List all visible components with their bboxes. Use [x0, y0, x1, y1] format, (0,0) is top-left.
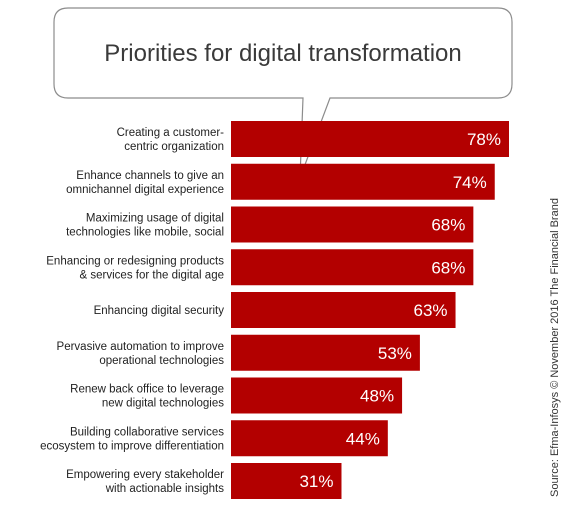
category-label: new digital technologies	[102, 398, 224, 410]
data-label: 74%	[453, 173, 487, 192]
bar	[231, 163, 495, 200]
category-label: operational technologies	[99, 355, 224, 367]
category-label: Maximizing usage of digital	[86, 213, 224, 225]
data-label: 78%	[467, 130, 501, 149]
category-label: Building collaborative services	[70, 426, 224, 438]
category-label: Creating a customer-	[117, 127, 225, 139]
category-labels: Creating a customer-centric organization…	[40, 127, 224, 495]
source-note: Source: Efma-Infosys © November 2016 The…	[549, 198, 561, 497]
data-label: 63%	[414, 301, 448, 320]
bar	[231, 249, 474, 286]
category-label: with actionable insights	[105, 483, 225, 495]
category-label: & services for the digital age	[80, 269, 224, 281]
category-label: Enhancing digital security	[94, 305, 225, 317]
data-label: 68%	[431, 258, 465, 277]
bars: 78% 74% 68% 68% 63% 53% 48% 44% 31%	[231, 121, 509, 499]
category-label: Pervasive automation to improve	[57, 341, 224, 353]
bar	[231, 334, 420, 371]
bar	[231, 420, 388, 457]
data-label: 68%	[431, 216, 465, 235]
category-label: Empowering every stakeholder	[66, 469, 224, 481]
category-label: technologies like mobile, social	[66, 227, 224, 239]
category-label: ecosystem to improve differentiation	[40, 440, 224, 452]
category-label: Enhance channels to give an	[76, 170, 224, 182]
data-label: 53%	[378, 344, 412, 363]
category-label: Renew back office to leverage	[70, 384, 224, 396]
bar	[231, 463, 342, 499]
bar	[231, 377, 403, 414]
category-label: centric organization	[124, 141, 224, 153]
bar	[231, 121, 509, 157]
title-callout: Priorities for digital transformation	[53, 7, 513, 179]
bar	[231, 206, 474, 243]
category-label: omnichannel digital experience	[66, 184, 224, 196]
data-label: 44%	[346, 429, 380, 448]
data-label: 31%	[299, 472, 333, 491]
data-label: 48%	[360, 387, 394, 406]
category-label: Enhancing or redesigning products	[46, 255, 224, 267]
bar	[231, 292, 456, 328]
chart-title: Priorities for digital transformation	[104, 40, 461, 67]
